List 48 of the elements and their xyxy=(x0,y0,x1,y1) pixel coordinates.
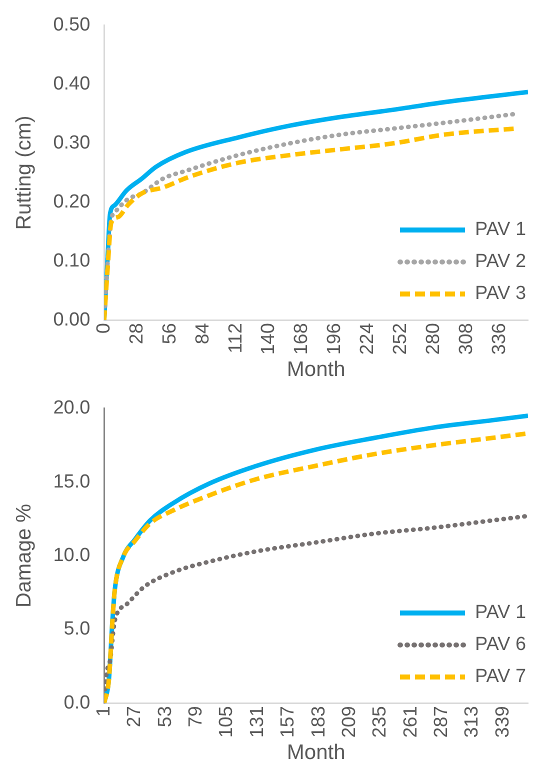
x-tick-label: 183 xyxy=(308,706,330,738)
x-axis-title: Month xyxy=(286,358,346,382)
x-tick-label: 339 xyxy=(492,706,514,738)
x-tick-label: 252 xyxy=(390,323,412,355)
y-tick-label: 0.10 xyxy=(53,250,90,272)
x-tick-label: 280 xyxy=(423,323,444,355)
x-tick-label: 79 xyxy=(185,706,206,728)
x-tick-label: 84 xyxy=(192,322,214,344)
x-tick-label: 336 xyxy=(488,323,510,355)
y-tick-label: 15.0 xyxy=(53,471,90,492)
x-tick-label: 53 xyxy=(154,706,176,728)
y-tick-label: 0.30 xyxy=(53,132,90,154)
x-tick-label: 56 xyxy=(159,323,180,344)
x-tick-label: 140 xyxy=(258,323,280,355)
x-tick-label: 0 xyxy=(93,323,114,334)
x-tick-label: 313 xyxy=(462,706,483,738)
x-tick-label: 28 xyxy=(126,323,148,344)
y-tick-label: 0.20 xyxy=(53,191,90,212)
legend-label: PAV 7 xyxy=(475,666,526,688)
x-tick-label: 112 xyxy=(225,323,246,354)
x-tick-label: 168 xyxy=(291,323,312,355)
legend-label: PAV 6 xyxy=(475,634,526,656)
legend-label: PAV 2 xyxy=(475,251,526,274)
legend-label: PAV 3 xyxy=(475,283,526,306)
y-tick-label: 20.0 xyxy=(53,398,90,419)
x-axis-title: Month xyxy=(286,741,346,764)
y-tick-label: 5.0 xyxy=(64,618,90,640)
x-tick-label: 27 xyxy=(124,706,146,728)
x-tick-label: 196 xyxy=(324,323,346,355)
y-tick-label: 0.50 xyxy=(53,14,90,36)
legend-label: PAV 1 xyxy=(475,602,526,624)
x-tick-label: 261 xyxy=(400,706,422,738)
y-axis-title: Damage % xyxy=(12,504,36,608)
x-tick-label: 105 xyxy=(216,706,238,738)
y-tick-label: 0.0 xyxy=(64,692,90,714)
y-axis-title: Rutting (cm) xyxy=(12,116,36,230)
x-tick-label: 209 xyxy=(338,706,360,738)
x-tick-label: 131 xyxy=(246,706,268,738)
x-tick-label: 157 xyxy=(278,706,299,738)
x-tick-label: 1 xyxy=(93,706,114,717)
x-tick-label: 224 xyxy=(357,322,378,355)
y-tick-label: 0.40 xyxy=(53,74,90,95)
x-tick-label: 235 xyxy=(370,706,391,738)
y-tick-label: 10.0 xyxy=(53,544,90,566)
x-tick-label: 287 xyxy=(431,706,452,738)
legend-label: PAV 1 xyxy=(475,219,526,242)
x-tick-label: 308 xyxy=(456,323,478,355)
y-tick-label: 0.00 xyxy=(53,309,90,330)
